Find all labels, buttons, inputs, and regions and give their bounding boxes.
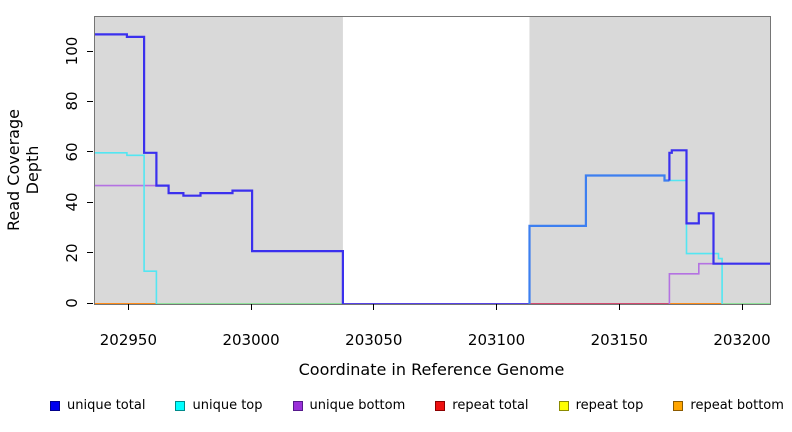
x-tick <box>127 304 129 310</box>
legend-label: repeat bottom <box>690 398 784 413</box>
legend-item-unique-bottom: unique bottom <box>292 398 406 413</box>
y-axis-title: Read Coverage Depth <box>4 109 42 231</box>
y-tick <box>87 201 93 203</box>
legend-item-repeat-top: repeat top <box>558 398 644 413</box>
x-tick <box>618 304 620 310</box>
legend-swatch-icon <box>435 400 446 411</box>
legend-item-unique-total: unique total <box>50 398 145 413</box>
y-tick <box>87 302 93 304</box>
series-unique-top-left <box>95 152 158 304</box>
y-tick-label: 40 <box>63 192 81 212</box>
legend-label: repeat total <box>452 398 529 413</box>
x-tick-label: 202950 <box>99 331 157 349</box>
legend-swatch-icon <box>175 400 186 411</box>
series-unique-total-right <box>668 149 770 265</box>
y-tick-label: 0 <box>63 298 81 308</box>
legend: unique total unique top unique bottom repea… <box>50 398 784 413</box>
series-unique-total-over-top-right <box>528 174 670 304</box>
y-tick-label: 100 <box>63 36 81 66</box>
legend-item-unique-top: unique top <box>175 398 263 413</box>
y-tick <box>87 50 93 52</box>
x-tick <box>250 304 252 310</box>
legend-swatch-icon <box>558 400 569 411</box>
x-tick-label: 203050 <box>345 331 403 349</box>
legend-swatch-icon <box>50 400 60 411</box>
y-tick-label: 80 <box>63 91 81 111</box>
series-unique-total-left <box>95 33 344 304</box>
y-tick <box>87 100 93 102</box>
x-tick-label: 203100 <box>467 331 526 349</box>
plot-area <box>94 16 771 305</box>
legend-label: unique total <box>67 398 146 413</box>
x-axis-title: Coordinate in Reference Genome <box>298 360 565 379</box>
left-mappable-region <box>95 17 343 304</box>
y-tick-label: 20 <box>63 243 81 263</box>
x-tick <box>373 304 375 310</box>
legend-label: repeat top <box>575 398 644 413</box>
legend-label: unique top <box>192 398 263 413</box>
y-tick <box>87 151 93 153</box>
right-mappable-region <box>529 17 770 304</box>
x-tick-label: 203000 <box>222 331 280 349</box>
legend-item-repeat-bottom: repeat bottom <box>673 398 784 413</box>
x-tick-label: 203200 <box>713 331 771 349</box>
legend-item-repeat-total: repeat total <box>435 398 529 413</box>
x-tick <box>496 304 498 310</box>
legend-swatch-icon <box>292 400 303 411</box>
y-tick <box>87 252 93 254</box>
legend-swatch-icon <box>673 400 684 411</box>
y-tick-label: 60 <box>63 142 81 162</box>
plot-canvas <box>95 17 770 304</box>
x-tick-label: 203150 <box>590 331 648 349</box>
x-tick <box>741 304 743 310</box>
legend-label: unique bottom <box>309 398 406 413</box>
